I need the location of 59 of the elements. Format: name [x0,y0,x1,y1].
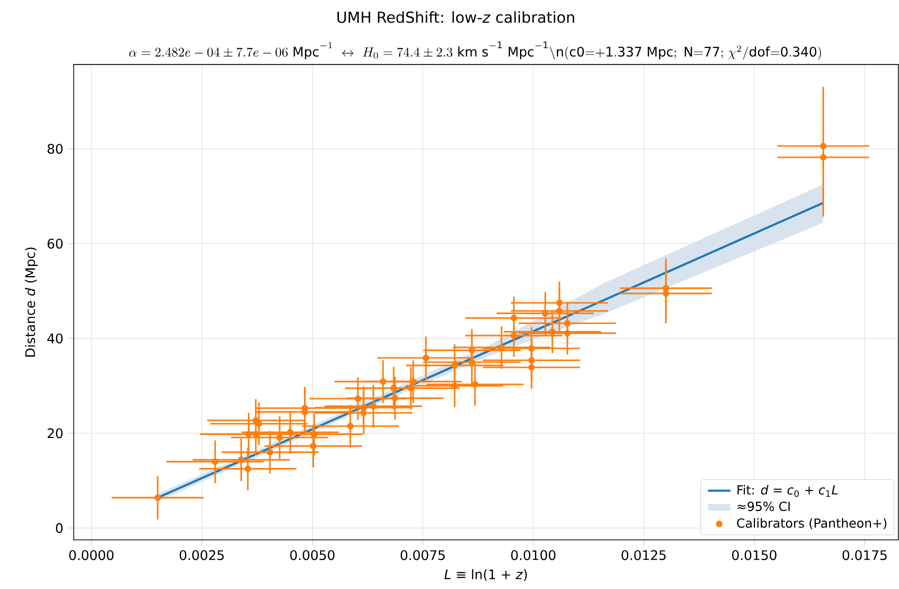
point [549,328,556,335]
point [276,434,283,441]
y-tick-label: 40 [47,333,63,344]
point [510,332,518,339]
point [310,442,317,450]
point [238,456,244,463]
point [468,358,476,366]
point [354,395,362,402]
point [528,364,535,371]
x-tick-label: 0.0150 [732,550,776,560]
point [380,378,386,385]
point [542,310,549,316]
text: Fit: d = c$_{0}$ + c$_{1}$L [738,484,838,497]
x-tick-label: 0.0175 [842,550,887,560]
point [390,384,397,392]
point [556,299,563,306]
point [310,430,318,438]
point [564,330,571,336]
point [564,320,571,326]
y-axis-title: Distance d (Mpc) [24,247,38,356]
point [820,154,827,161]
point [662,290,670,297]
point [266,448,274,456]
x-tick-label: 0.0050 [290,550,334,560]
point [662,284,670,292]
chart-title: UMH RedShift: low-z calibration [337,11,574,23]
x-tick-label: 0.0100 [511,550,556,560]
x-tick-label: 0.0025 [180,550,224,560]
point [245,430,252,438]
point [244,465,252,472]
point [451,362,458,369]
point [256,420,262,427]
point [528,344,535,352]
point [252,430,260,438]
x-tick-label: 0.0125 [622,550,666,560]
point [392,394,398,402]
y-tick-label: 0 [56,522,63,533]
point [528,356,535,364]
point [154,494,161,501]
point [510,314,518,322]
point [286,428,294,436]
point [820,142,827,150]
point [212,458,218,465]
point [410,378,416,385]
y-tick-label: 80 [48,144,63,154]
point [347,422,354,430]
annotation: ≈95% CI [738,502,790,511]
x-axis-title: L ≡ ln(1 + z) [444,569,527,581]
point [556,308,563,314]
y-tick-label: 60 [48,238,63,248]
point [360,409,367,416]
legend-label: Calibrators (Pantheon+) [737,518,886,530]
x-tick-label: 0.0000 [69,550,114,560]
y-tick-label: 20 [48,428,63,438]
x-tick-label: 0.0075 [400,550,445,560]
point [472,381,478,388]
point [370,402,377,410]
chart-subtitle: $\alpha=2.482e-04\pm7.7e-06\ \mathrm{Mpc}^{-1}\ \leftrightarrow\ H_0=74.4\pm2.3\ \mathrm{km\ s^{-1}\ Mpc^{-1}}\mathrm{\backslash n(c0{=}{+}1.337\ Mpc;\ N{=}77;\ }\chi^2\mathrm{/dof{=}0.340)}$ [129,41,821,60]
point [422,354,430,362]
